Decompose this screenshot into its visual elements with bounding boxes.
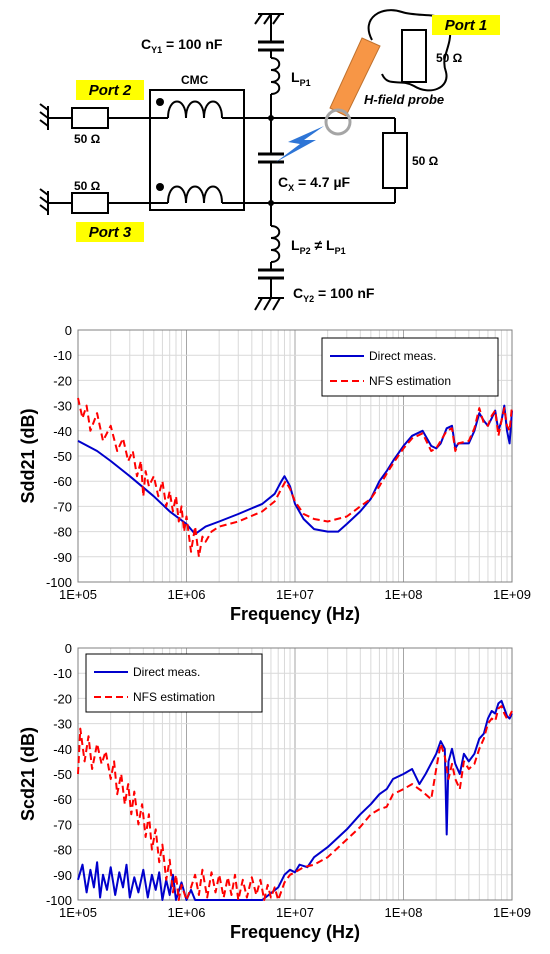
h-field-probe-icon — [324, 37, 381, 136]
y-tick-label: -90 — [53, 868, 72, 883]
cy2-label: CY2 = 100 nF — [293, 285, 375, 304]
ground-icon — [254, 13, 284, 36]
y-tick-label: -70 — [53, 817, 72, 832]
y-tick-label: -90 — [53, 550, 72, 565]
y-tick-label: 0 — [65, 323, 72, 338]
series-line-nfs-estimation — [77, 397, 513, 558]
resistor-load — [382, 132, 408, 189]
y-tick-label: -50 — [53, 767, 72, 782]
y-tick-label: -40 — [53, 424, 72, 439]
x-tick-label: 1E+09 — [493, 905, 531, 920]
legend-entry: NFS estimation — [369, 374, 451, 388]
lp1-label: LP1 — [291, 69, 311, 88]
y-axis-label: Scd21 (dB) — [18, 727, 38, 821]
cx-label: CX = 4.7 µF — [278, 174, 351, 193]
y-tick-label: -70 — [53, 499, 72, 514]
cmc-label: CMC — [181, 73, 209, 87]
x-tick-label: 1E+08 — [385, 905, 423, 920]
ground-icon — [254, 297, 284, 311]
ground-icon — [39, 103, 49, 130]
port3-resistor-label: 50 Ω — [74, 179, 101, 193]
plot-area — [77, 329, 513, 583]
y-tick-label: -30 — [53, 717, 72, 732]
port1-label: Port 1 — [445, 17, 488, 34]
y-tick-label: -50 — [53, 449, 72, 464]
resistor-port3 — [71, 192, 109, 214]
inductor-lp2 — [270, 225, 281, 263]
y-tick-label: -100 — [46, 893, 72, 908]
resistor-port2 — [71, 107, 109, 129]
circuit-schematic: Port 1 Port 2 Port 3 50 Ω 50 Ω 50 Ω 50 Ω… — [39, 9, 500, 311]
x-tick-label: 1E+07 — [276, 905, 314, 920]
spark-icon — [276, 126, 324, 162]
port1-resistor-label: 50 Ω — [436, 51, 463, 65]
y-tick-label: -60 — [53, 474, 72, 489]
x-tick-label: 1E+05 — [59, 587, 97, 602]
series-line-nfs-estimation — [77, 705, 513, 901]
y-tick-label: -80 — [53, 525, 72, 540]
y-tick-label: -80 — [53, 843, 72, 858]
y-tick-label: -10 — [53, 666, 72, 681]
y-tick-label: 0 — [65, 641, 72, 656]
series-line-direct-meas — [77, 699, 513, 901]
cmc-block — [149, 89, 245, 211]
x-tick-label: 1E+06 — [168, 587, 206, 602]
probe-label: H-field probe — [364, 92, 444, 107]
y-tick-label: -10 — [53, 348, 72, 363]
load-resistor-label: 50 Ω — [412, 154, 439, 168]
y-tick-label: -20 — [53, 691, 72, 706]
ground-icon — [39, 188, 49, 215]
legend-entry: NFS estimation — [133, 690, 215, 704]
x-tick-label: 1E+09 — [493, 587, 531, 602]
inductor-lp1 — [270, 57, 281, 95]
grid-lines — [78, 648, 512, 900]
legend-entry: Direct meas. — [369, 349, 436, 363]
resistor-port1 — [401, 29, 427, 83]
legend: Direct meas. NFS estimation — [321, 337, 499, 397]
legend: Direct meas. NFS estimation — [85, 653, 263, 713]
port2-resistor-label: 50 Ω — [74, 132, 101, 146]
x-tick-label: 1E+05 — [59, 905, 97, 920]
y-tick-label: -30 — [53, 399, 72, 414]
y-axis-label: Sdd21 (dB) — [18, 408, 38, 503]
x-tick-label: 1E+08 — [385, 587, 423, 602]
legend-entry: Direct meas. — [133, 665, 200, 679]
lp2-label: LP2 ≠ LP1 — [291, 237, 346, 256]
y-tick-label: -20 — [53, 373, 72, 388]
port3-label: Port 3 — [89, 224, 132, 241]
x-axis-label: Frequency (Hz) — [230, 922, 360, 942]
x-tick-label: 1E+07 — [276, 587, 314, 602]
port2-label: Port 2 — [89, 82, 132, 99]
x-axis-label: Frequency (Hz) — [230, 604, 360, 624]
x-tick-label: 1E+06 — [168, 905, 206, 920]
y-tick-label: -60 — [53, 792, 72, 807]
cy1-label: CY1 = 100 nF — [141, 36, 223, 55]
y-tick-label: -100 — [46, 575, 72, 590]
y-tick-label: -40 — [53, 742, 72, 757]
